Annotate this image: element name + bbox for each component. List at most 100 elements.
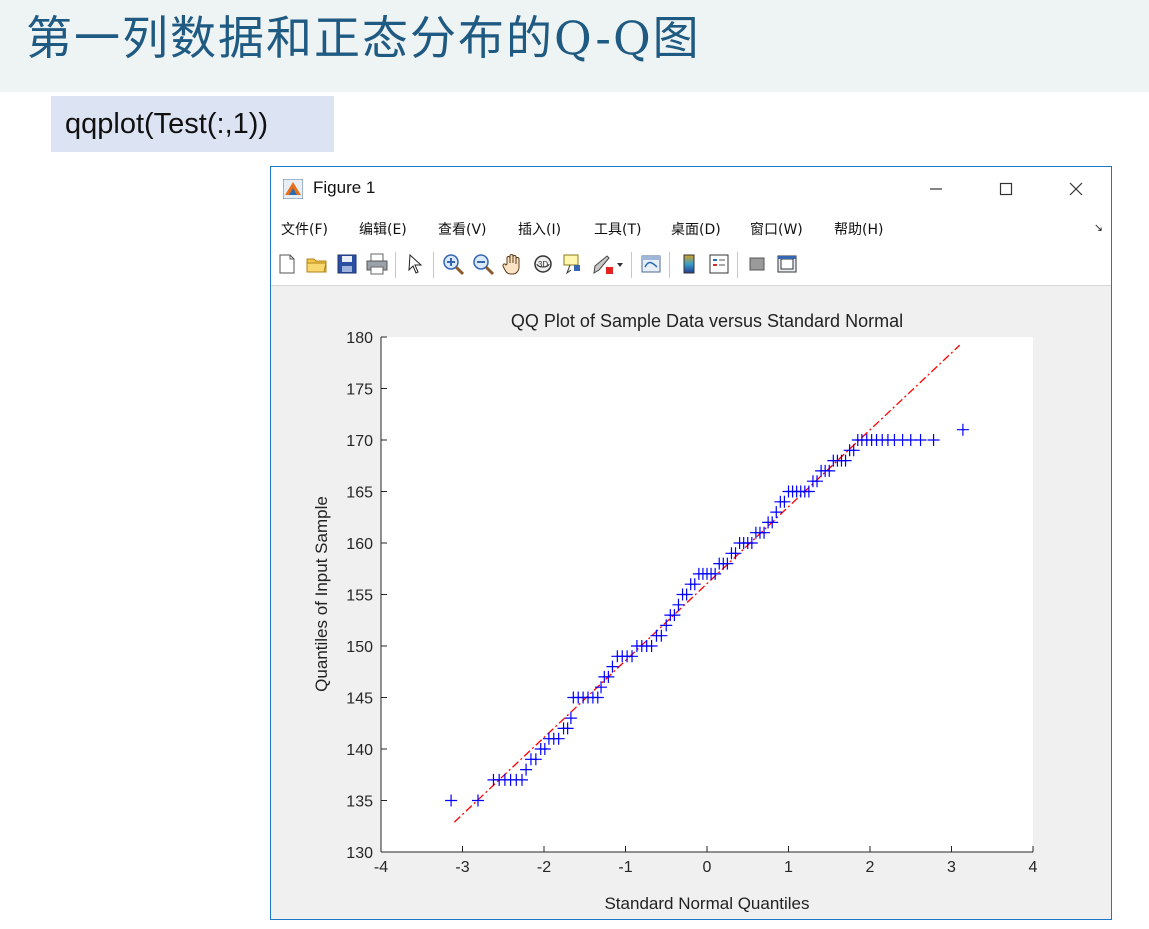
data-point <box>758 526 771 539</box>
x-tick-label: -1 <box>618 859 632 876</box>
pan-hand-icon[interactable] <box>501 252 525 276</box>
data-point <box>602 670 615 683</box>
figure-canvas: QQ Plot of Sample Data versus Standard N… <box>271 286 1111 919</box>
maximize-button[interactable] <box>971 167 1041 211</box>
qq-plot: QQ Plot of Sample Data versus Standard N… <box>312 311 1038 913</box>
toolbar-separator <box>395 252 396 278</box>
data-point <box>914 434 927 446</box>
y-axis-label: Quantiles of Input Sample <box>312 496 331 692</box>
axes-background <box>381 337 1033 852</box>
data-point <box>515 773 528 786</box>
close-button[interactable] <box>1041 167 1111 211</box>
data-point <box>770 506 783 519</box>
chart-title: QQ Plot of Sample Data versus Standard N… <box>511 311 903 331</box>
menu-window[interactable]: 窗口(W) <box>750 222 803 238</box>
x-axis-label: Standard Normal Quantiles <box>604 894 809 913</box>
data-point <box>802 485 815 498</box>
data-point <box>606 660 619 673</box>
menu-insert[interactable]: 插入(I) <box>518 222 562 238</box>
y-tick-label: 155 <box>346 588 373 605</box>
open-file-icon[interactable] <box>305 252 329 276</box>
slide-header: 第一列数据和正态分布的Q-Q图 <box>0 0 1149 92</box>
minimize-button[interactable] <box>901 167 971 211</box>
menu-tools[interactable]: 工具(T) <box>594 222 642 238</box>
y-tick-label: 130 <box>346 845 373 862</box>
data-point <box>645 640 658 652</box>
select-arrow-icon[interactable] <box>403 252 427 276</box>
menu-view[interactable]: 查看(V) <box>438 222 487 238</box>
window-title: Figure 1 <box>313 178 376 197</box>
x-tick-label: -2 <box>537 859 551 876</box>
x-tick-label: 2 <box>866 859 875 876</box>
matlab-app-icon <box>283 179 303 199</box>
code-box: qqplot(Test(:,1)) <box>51 96 334 152</box>
toolbar-separator <box>737 252 738 278</box>
data-point <box>680 588 693 601</box>
minimize-icon <box>930 188 942 190</box>
hide-plot-tools-icon[interactable] <box>745 252 769 276</box>
y-tick-label: 175 <box>346 382 373 399</box>
data-cursor-icon[interactable] <box>561 252 585 276</box>
x-tick-label: 3 <box>947 859 956 876</box>
x-tick-label: -3 <box>455 859 469 876</box>
data-point <box>591 691 604 704</box>
maximize-icon <box>999 182 1013 196</box>
y-tick-label: 160 <box>346 536 373 553</box>
new-figure-icon[interactable] <box>275 252 299 276</box>
data-point <box>839 454 852 467</box>
data-point <box>471 794 484 807</box>
data-point <box>520 763 533 776</box>
menu-file[interactable]: 文件(F) <box>281 222 328 238</box>
link-plot-icon[interactable] <box>639 252 663 276</box>
zoom-in-icon[interactable] <box>441 252 465 276</box>
data-point <box>721 557 734 570</box>
brush-icon[interactable] <box>591 252 615 276</box>
menu-desktop[interactable]: 桌面(D) <box>671 222 721 238</box>
data-point <box>538 743 551 755</box>
x-tick-label: 0 <box>703 859 712 876</box>
figure-window: Figure 1 文件(F) 编辑(E) 查看(V) 插入(I) 工具(T) 桌… <box>270 166 1112 920</box>
close-icon <box>1069 182 1083 196</box>
reference-line <box>453 344 961 823</box>
data-point <box>729 547 742 560</box>
data-point <box>688 578 701 591</box>
menu-edit[interactable]: 编辑(E) <box>359 222 407 238</box>
data-point <box>660 619 673 632</box>
toolbar-separator <box>669 252 670 278</box>
y-tick-label: 135 <box>346 794 373 811</box>
y-tick-label: 140 <box>346 742 373 759</box>
y-tick-label: 170 <box>346 433 373 450</box>
data-point <box>823 464 836 477</box>
data-point <box>778 495 791 508</box>
brush-dropdown-icon[interactable] <box>615 252 625 276</box>
y-tick-label: 180 <box>346 330 373 347</box>
data-point <box>529 753 542 766</box>
x-tick-label: 1 <box>784 859 793 876</box>
print-icon[interactable] <box>365 252 389 276</box>
data-point <box>956 423 969 436</box>
data-point <box>655 629 668 642</box>
data-point <box>668 609 681 622</box>
title-bar[interactable]: Figure 1 <box>271 167 1111 211</box>
legend-icon[interactable] <box>707 252 731 276</box>
data-point <box>927 434 940 446</box>
save-icon[interactable] <box>335 252 359 276</box>
menu-help[interactable]: 帮助(H) <box>834 222 884 238</box>
data-point <box>811 475 824 488</box>
data-point <box>766 516 779 529</box>
toolbar-separator <box>631 252 632 278</box>
menubar-dock-icon[interactable]: ↘ <box>1093 222 1103 234</box>
data-point <box>626 650 639 663</box>
data-point <box>564 712 577 725</box>
data-point <box>561 722 574 735</box>
colorbar-icon[interactable] <box>677 252 701 276</box>
code-snippet: qqplot(Test(:,1)) <box>65 108 269 140</box>
svg-text:3D: 3D <box>538 260 548 269</box>
show-plot-tools-icon[interactable] <box>775 252 799 276</box>
y-tick-label: 165 <box>346 485 373 502</box>
x-tick-label: -4 <box>374 859 388 876</box>
slide-title: 第一列数据和正态分布的Q-Q图 <box>26 11 701 65</box>
zoom-out-icon[interactable] <box>471 252 495 276</box>
rotate-3d-icon[interactable]: 3D <box>531 252 555 276</box>
y-tick-label: 145 <box>346 691 373 708</box>
